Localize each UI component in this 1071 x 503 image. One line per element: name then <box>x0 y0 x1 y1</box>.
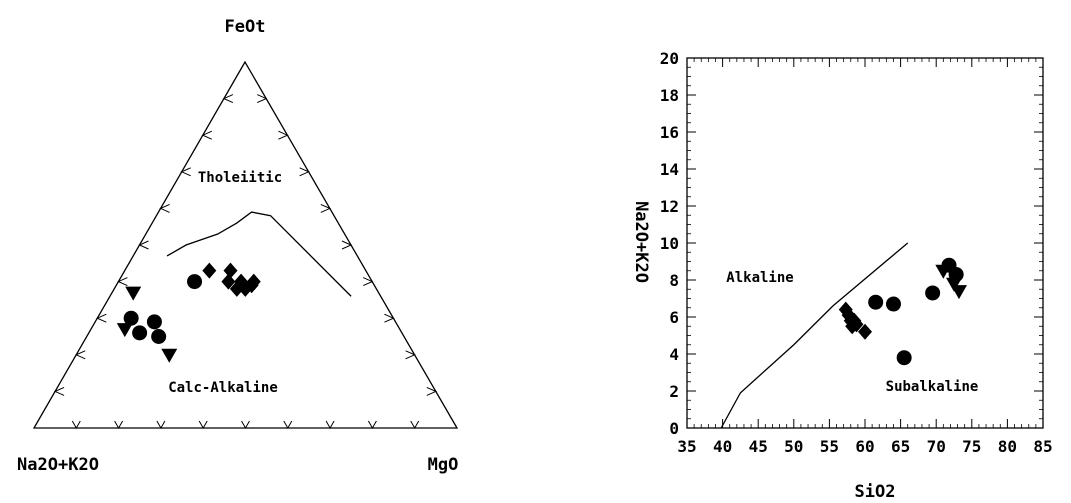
alkaline-subalkaline-boundary <box>720 242 909 429</box>
diamond-point <box>202 262 217 279</box>
circle-point <box>187 274 203 290</box>
tick-left <box>201 130 213 140</box>
x-tick-label: 85 <box>1033 437 1052 456</box>
tick-right <box>341 240 353 250</box>
y-tick-label: 6 <box>669 308 679 327</box>
vertex-label-left: Na2O+K2O <box>17 455 99 475</box>
tick-bottom <box>114 420 124 430</box>
diamond-point <box>246 273 261 290</box>
tholeiitic-calc-alkaline-boundary <box>166 211 352 297</box>
tick-left <box>222 94 234 104</box>
tick-bottom <box>325 420 335 430</box>
tick-bottom <box>283 420 293 430</box>
triangle-down-point <box>116 323 133 338</box>
x-tick-label: 45 <box>749 437 768 456</box>
ternary-ticks <box>53 94 438 430</box>
x-tick-label: 70 <box>927 437 946 456</box>
tick-left <box>159 203 170 213</box>
x-tick-label: 75 <box>962 437 981 456</box>
x-tick-label: 40 <box>713 437 732 456</box>
field-label-alkaline: Alkaline <box>726 270 793 286</box>
y-tick-label: 10 <box>660 234 679 253</box>
vertex-label-right: MgO <box>428 455 459 475</box>
afm-ternary-diagram: FeOt Na2O+K2O MgO Tholeiitic Calc-Alkali… <box>17 17 458 475</box>
tick-right <box>299 167 310 177</box>
tick-right <box>278 130 289 140</box>
triangle-down-point <box>125 286 142 301</box>
diamond-point <box>849 316 864 333</box>
tick-bottom <box>71 420 81 430</box>
ternary-boundary <box>166 211 352 297</box>
x-axis-ticks: 35 40 45 50 55 60 65 70 75 80 85 <box>677 58 1053 456</box>
tick-right <box>426 386 438 396</box>
tick-left <box>138 240 149 250</box>
y-tick-label: 18 <box>660 86 679 105</box>
tick-bottom <box>198 420 208 430</box>
tick-left <box>53 386 65 396</box>
triangle-down-point <box>935 264 952 279</box>
circle-point <box>132 325 148 341</box>
circle-point <box>868 294 884 310</box>
y-axis-label: Na2O+K2O <box>631 201 651 283</box>
tick-bottom <box>367 420 377 430</box>
y-tick-label: 16 <box>660 123 679 142</box>
tick-right <box>256 94 268 104</box>
ternary-triangle <box>32 60 459 429</box>
triangle-down-point <box>946 277 962 292</box>
diamond-point <box>234 273 249 290</box>
x-tick-label: 55 <box>820 437 839 456</box>
x-tick-label: 35 <box>677 437 696 456</box>
circle-point <box>896 350 912 366</box>
tick-left <box>74 350 86 360</box>
circle-point <box>146 314 162 330</box>
field-label-subalkaline: Subalkaline <box>886 379 979 395</box>
y-tick-label: 8 <box>669 271 679 290</box>
tick-right <box>362 277 374 287</box>
ternary-points <box>116 262 261 363</box>
tick-bottom <box>241 420 250 430</box>
x-tick-label: 80 <box>998 437 1017 456</box>
x-tick-label: 60 <box>855 437 874 456</box>
x-tick-label: 50 <box>784 437 803 456</box>
plot-frame <box>686 57 1044 429</box>
field-label-tholeiitic: Tholeiitic <box>198 170 282 186</box>
triangle-down-point <box>950 285 967 300</box>
y-tick-label: 2 <box>669 382 679 401</box>
x-tick-label: 65 <box>891 437 910 456</box>
plot-border <box>686 57 1044 429</box>
y-axis-ticks: 0 2 4 6 8 10 12 14 16 18 20 <box>660 49 1043 438</box>
diamond-point <box>858 323 872 340</box>
diamond-point <box>223 262 238 279</box>
tick-bottom <box>156 420 166 430</box>
y-tick-label: 20 <box>660 49 679 68</box>
tick-right <box>405 350 416 360</box>
tick-right <box>384 313 395 323</box>
alkaline-boundary <box>720 242 909 429</box>
y-tick-label: 14 <box>660 160 679 179</box>
y-tick-label: 0 <box>669 419 679 438</box>
circle-point <box>925 285 941 301</box>
tick-bottom <box>410 420 420 430</box>
circle-point <box>151 329 167 344</box>
circle-point <box>123 310 139 326</box>
tick-left <box>180 167 191 177</box>
y-tick-label: 12 <box>660 197 679 216</box>
plot-points <box>838 257 967 366</box>
ternary-frame <box>32 60 459 429</box>
field-label-calc-alkaline: Calc-Alkaline <box>168 380 278 396</box>
diamond-point <box>221 273 236 290</box>
vertex-label-top: FeOt <box>225 17 266 37</box>
alkali-silica-plot: 35 40 45 50 55 60 65 70 75 80 85 0 2 4 6 8 10 12 14 16 18 20… <box>631 49 1053 502</box>
x-axis-label: SiO2 <box>855 482 896 502</box>
y-tick-label: 4 <box>669 345 679 364</box>
circle-point <box>885 296 901 312</box>
tick-right <box>320 203 332 213</box>
triangle-down-point <box>161 348 178 363</box>
tick-left <box>117 277 128 287</box>
tick-left <box>96 313 107 323</box>
